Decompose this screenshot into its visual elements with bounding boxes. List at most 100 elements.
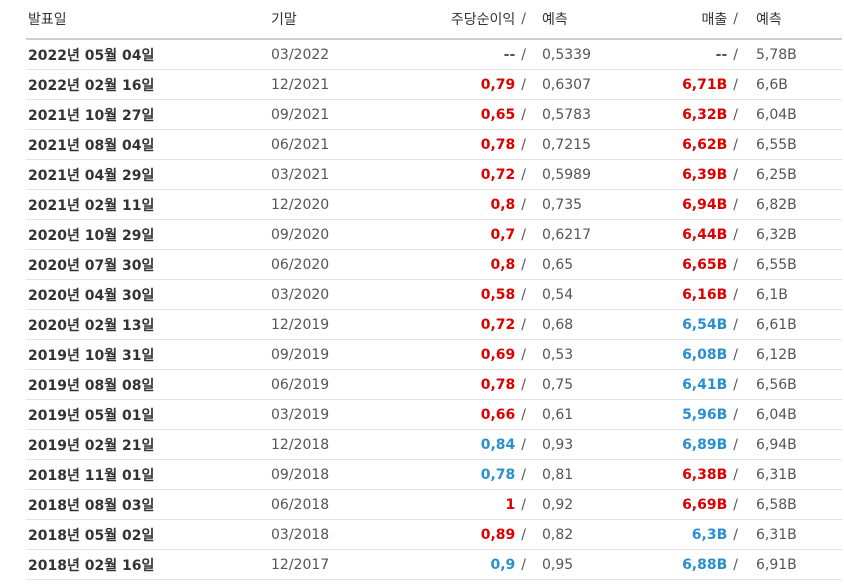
- eps-forecast: 0,68: [542, 316, 574, 333]
- eps-separator: /: [521, 46, 526, 63]
- table-row: 2021년 02월 11일 12/2020 0,8 / 0,735 6,94B / 6,82B: [26, 190, 842, 220]
- eps-separator: /: [521, 106, 526, 123]
- eps-forecast: 0,6217: [542, 226, 591, 243]
- table-row: 2021년 04월 29일 03/2021 0,72 / 0,5989 6,39B / 6,2…: [26, 160, 842, 190]
- revenue-actual: 6,65B: [682, 256, 728, 273]
- eps-actual: 0,8: [490, 196, 516, 213]
- period-end: 03/2020: [271, 286, 330, 303]
- announce-date: 2019년 08월 08일: [28, 377, 155, 394]
- table-row: 2019년 02월 21일 12/2018 0,84 / 0,93 6,89B / 6,94B: [26, 430, 842, 460]
- revenue-separator: /: [733, 466, 738, 483]
- eps-actual-cell: 0,7 /: [490, 220, 526, 249]
- revenue-actual-cell: 6,3B /: [692, 520, 738, 549]
- eps-actual: 0,72: [480, 316, 516, 333]
- header-revenue-label: 매출: [701, 12, 728, 28]
- announce-date: 2019년 02월 21일: [28, 437, 155, 454]
- period-end: 06/2021: [271, 136, 330, 153]
- eps-actual-cell: 0,9 /: [490, 550, 526, 579]
- eps-forecast: 0,92: [542, 496, 574, 513]
- announce-date: 2018년 08월 03일: [28, 497, 155, 514]
- eps-actual: 0,8: [490, 256, 516, 273]
- announce-date: 2021년 02월 11일: [28, 197, 155, 214]
- revenue-forecast: 6,31B: [756, 466, 797, 483]
- eps-actual-cell: 0,8 /: [490, 190, 526, 219]
- header-announce-date[interactable]: 발표일: [28, 12, 67, 28]
- eps-separator: /: [521, 556, 526, 573]
- eps-separator: /: [521, 376, 526, 393]
- revenue-forecast: 6,04B: [756, 406, 797, 423]
- eps-actual-cell: 0,66 /: [481, 400, 526, 429]
- eps-separator: /: [521, 136, 526, 153]
- header-period-end[interactable]: 기말: [271, 12, 297, 28]
- header-revenue-forecast[interactable]: 예측: [756, 12, 782, 28]
- revenue-forecast: 6,82B: [756, 196, 797, 213]
- header-revenue[interactable]: 매출 /: [702, 0, 738, 38]
- table-body: 2022년 05월 04일 03/2022 --/0,5339 --/5,78B 202…: [26, 40, 842, 580]
- table-row: 2018년 05월 02일 03/2018 0,89 / 0,82 6,3B / 6,31B: [26, 520, 842, 550]
- revenue-separator: /: [733, 556, 738, 573]
- revenue-separator: /: [733, 496, 738, 513]
- eps-forecast: 0,7215: [542, 136, 591, 153]
- revenue-actual: 6,41B: [682, 376, 728, 393]
- eps-forecast: 0,95: [542, 556, 574, 573]
- eps-actual: 0,66: [480, 406, 516, 423]
- header-revenue-separator: /: [733, 11, 738, 27]
- table-row: 2022년 02월 16일 12/2021 0,79 / 0,6307 6,71B / 6,6…: [26, 70, 842, 100]
- eps-actual-cell: 0,58 /: [481, 280, 526, 309]
- table-row: 2021년 10월 27일 09/2021 0,65 / 0,5783 6,32B / 6,0…: [26, 100, 842, 130]
- revenue-actual: 6,62B: [682, 136, 728, 153]
- header-eps-label: 주당순이익: [450, 12, 516, 28]
- announce-date: 2022년 05월 04일: [28, 47, 155, 64]
- revenue-actual: 6,16B: [682, 286, 728, 303]
- revenue-actual: 6,08B: [682, 346, 728, 363]
- revenue-actual-cell: 6,16B /: [682, 280, 738, 309]
- eps-forecast: 0,65: [542, 256, 574, 273]
- eps-separator: /: [521, 166, 526, 183]
- revenue-forecast: 6,58B: [756, 496, 797, 513]
- header-eps-forecast[interactable]: 예측: [542, 12, 568, 28]
- announce-date: 2020년 02월 13일: [28, 317, 155, 334]
- revenue-actual-cell: 6,88B /: [682, 550, 738, 579]
- revenue-actual-cell: 6,69B /: [682, 490, 738, 519]
- table-row: 2020년 07월 30일 06/2020 0,8 / 0,65 6,65B / 6,55B: [26, 250, 842, 280]
- eps-separator: /: [521, 226, 526, 243]
- table-row: 2020년 10월 29일 09/2020 0,7 / 0,6217 6,44B / 6,32…: [26, 220, 842, 250]
- revenue-actual-cell: 6,54B /: [682, 310, 738, 339]
- header-eps[interactable]: 주당순이익 /: [451, 0, 526, 38]
- eps-actual-cell: 0,78 /: [481, 460, 526, 489]
- revenue-forecast: 6,1B: [756, 286, 788, 303]
- announce-date: 2021년 08월 04일: [28, 137, 155, 154]
- eps-actual: 0,7: [490, 226, 516, 243]
- eps-actual: 0,9: [490, 556, 516, 573]
- eps-separator: /: [521, 526, 526, 543]
- eps-actual-cell: 0,69 /: [481, 340, 526, 369]
- period-end: 09/2021: [271, 106, 330, 123]
- revenue-actual: 6,38B: [682, 466, 728, 483]
- announce-date: 2020년 10월 29일: [28, 227, 155, 244]
- revenue-actual: --: [715, 46, 728, 63]
- revenue-separator: /: [733, 46, 738, 63]
- eps-actual: --: [503, 46, 516, 63]
- period-end: 03/2018: [271, 526, 330, 543]
- eps-actual-cell: 1/: [506, 490, 526, 519]
- period-end: 09/2020: [271, 226, 330, 243]
- eps-actual: 0,79: [480, 76, 516, 93]
- period-end: 03/2019: [271, 406, 330, 423]
- revenue-actual: 6,3B: [691, 526, 728, 543]
- revenue-separator: /: [733, 226, 738, 243]
- revenue-separator: /: [733, 316, 738, 333]
- eps-actual-cell: 0,84 /: [481, 430, 526, 459]
- revenue-actual: 6,32B: [682, 106, 728, 123]
- revenue-actual-cell: 6,32B /: [682, 100, 738, 129]
- revenue-actual: 6,39B: [682, 166, 728, 183]
- revenue-forecast: 6,12B: [756, 346, 797, 363]
- revenue-forecast: 6,91B: [756, 556, 797, 573]
- table-row: 2020년 02월 13일 12/2019 0,72 / 0,68 6,54B / 6,61B: [26, 310, 842, 340]
- revenue-actual-cell: 6,44B /: [682, 220, 738, 249]
- revenue-separator: /: [733, 106, 738, 123]
- eps-separator: /: [521, 406, 526, 423]
- revenue-actual: 6,89B: [682, 436, 728, 453]
- eps-actual: 0,69: [480, 346, 516, 363]
- eps-actual: 0,84: [480, 436, 516, 453]
- eps-separator: /: [521, 256, 526, 273]
